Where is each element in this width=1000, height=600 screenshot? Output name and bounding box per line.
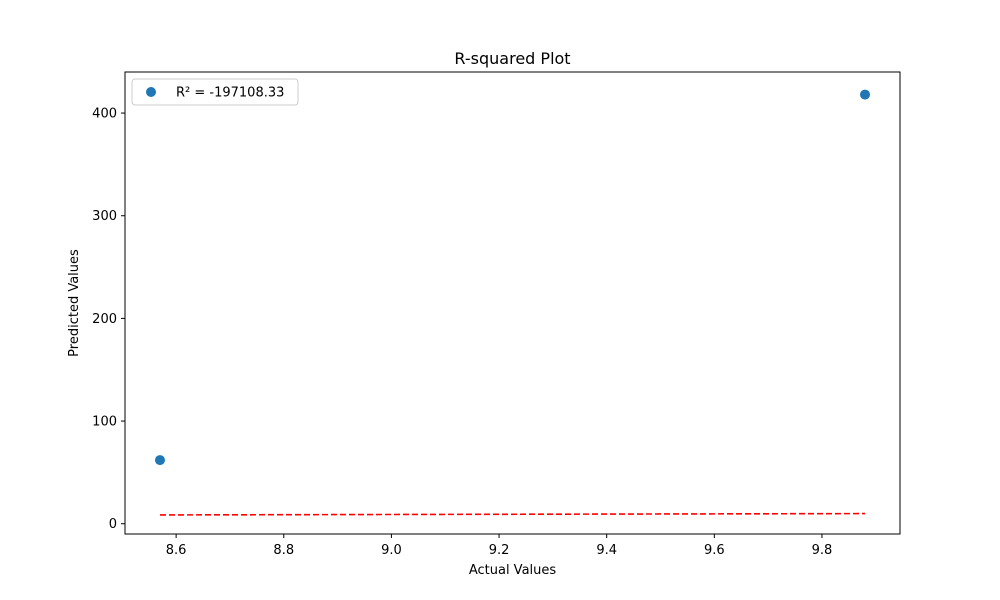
x-tick-label: 8.6 (166, 543, 187, 558)
x-tick-label: 8.8 (273, 543, 294, 558)
y-tick-label: 300 (92, 209, 117, 224)
axes-frame (124, 71, 901, 535)
legend-marker (146, 87, 156, 97)
x-tick-label: 9.4 (596, 543, 617, 558)
x-tick-label: 9.6 (704, 543, 725, 558)
reference-line (159, 512, 866, 516)
x-axis: 8.6 8.8 9.0 9.2 9.4 9.6 9.8 (166, 534, 833, 558)
y-tick-label: 100 (92, 415, 117, 430)
scatter-point (860, 89, 871, 100)
scatter-point (154, 455, 165, 466)
x-tick-label: 9.8 (812, 543, 833, 558)
y-tick-label: 200 (92, 312, 117, 327)
legend-entry-label: R² = -197108.33 (176, 86, 284, 101)
x-axis-label: Actual Values (469, 563, 557, 578)
legend-box (131, 78, 299, 106)
x-tick-label: 9.2 (489, 543, 510, 558)
y-axis: 0 100 200 300 400 (92, 107, 125, 532)
y-axis-label: Predicted Values (67, 249, 82, 357)
x-tick-label: 9.0 (381, 543, 402, 558)
chart-title: R-squared Plot (454, 49, 570, 68)
legend: R² = -197108.33 (131, 78, 299, 106)
plot-area (154, 89, 871, 516)
y-tick-label: 0 (109, 517, 117, 532)
y-tick-label: 400 (92, 107, 117, 122)
